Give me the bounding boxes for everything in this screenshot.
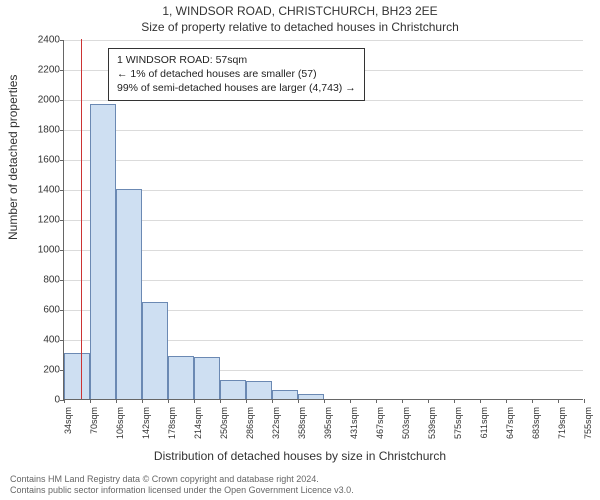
y-tick-label: 1800: [20, 125, 60, 136]
x-tick-label: 683sqm: [531, 407, 541, 447]
x-tick-label: 755sqm: [583, 407, 593, 447]
histogram-bar: [168, 356, 194, 400]
y-tick-label: 1200: [20, 215, 60, 226]
x-tick-label: 358sqm: [297, 407, 307, 447]
chart-title-line1: 1, WINDSOR ROAD, CHRISTCHURCH, BH23 2EE: [0, 4, 600, 18]
histogram-bar: [142, 302, 168, 400]
x-tick-label: 106sqm: [115, 407, 125, 447]
x-axis-label: Distribution of detached houses by size …: [0, 449, 600, 463]
x-tick-label: 286sqm: [245, 407, 255, 447]
x-tick-label: 611sqm: [479, 407, 489, 447]
x-tick-label: 178sqm: [167, 407, 177, 447]
histogram-bar: [194, 357, 220, 399]
chart-title-line2: Size of property relative to detached ho…: [0, 20, 600, 34]
y-tick-label: 1000: [20, 245, 60, 256]
x-tick-label: 34sqm: [63, 407, 73, 447]
x-tick-label: 503sqm: [401, 407, 411, 447]
annotation-box: 1 WINDSOR ROAD: 57sqm ← 1% of detached h…: [108, 48, 365, 101]
x-tick-label: 395sqm: [323, 407, 333, 447]
chart-container: 1, WINDSOR ROAD, CHRISTCHURCH, BH23 2EE …: [0, 0, 600, 500]
y-tick-label: 800: [20, 275, 60, 286]
histogram-bar: [220, 380, 246, 400]
x-tick-label: 250sqm: [219, 407, 229, 447]
x-tick-label: 467sqm: [375, 407, 385, 447]
y-tick-label: 2400: [20, 35, 60, 46]
x-tick-label: 539sqm: [427, 407, 437, 447]
y-tick-label: 0: [20, 395, 60, 406]
y-tick-label: 1600: [20, 155, 60, 166]
footer-line-2: Contains public sector information licen…: [10, 485, 590, 497]
histogram-bar: [298, 394, 324, 399]
x-tick-label: 575sqm: [453, 407, 463, 447]
y-tick-label: 1400: [20, 185, 60, 196]
histogram-bar: [116, 189, 142, 399]
y-axis-label: Number of detached properties: [6, 75, 20, 240]
y-tick-label: 2200: [20, 65, 60, 76]
histogram-bar: [90, 104, 116, 400]
x-tick-label: 431sqm: [349, 407, 359, 447]
x-tick-label: 647sqm: [505, 407, 515, 447]
y-tick-label: 200: [20, 365, 60, 376]
footer-line-1: Contains HM Land Registry data © Crown c…: [10, 474, 590, 486]
histogram-bar: [272, 390, 298, 399]
annotation-line-1: 1 WINDSOR ROAD: 57sqm: [117, 53, 356, 67]
footer: Contains HM Land Registry data © Crown c…: [10, 474, 590, 497]
x-tick-label: 214sqm: [193, 407, 203, 447]
y-tick-label: 2000: [20, 95, 60, 106]
y-tick-label: 600: [20, 305, 60, 316]
reference-line: [81, 39, 82, 399]
y-tick-label: 400: [20, 335, 60, 346]
x-tick-label: 70sqm: [89, 407, 99, 447]
annotation-line-2: ← 1% of detached houses are smaller (57): [117, 67, 356, 81]
histogram-bar: [246, 381, 272, 399]
annotation-line-3: 99% of semi-detached houses are larger (…: [117, 81, 356, 95]
x-tick-label: 322sqm: [271, 407, 281, 447]
histogram-bar: [64, 353, 90, 400]
x-tick-label: 719sqm: [557, 407, 567, 447]
x-tick-label: 142sqm: [141, 407, 151, 447]
